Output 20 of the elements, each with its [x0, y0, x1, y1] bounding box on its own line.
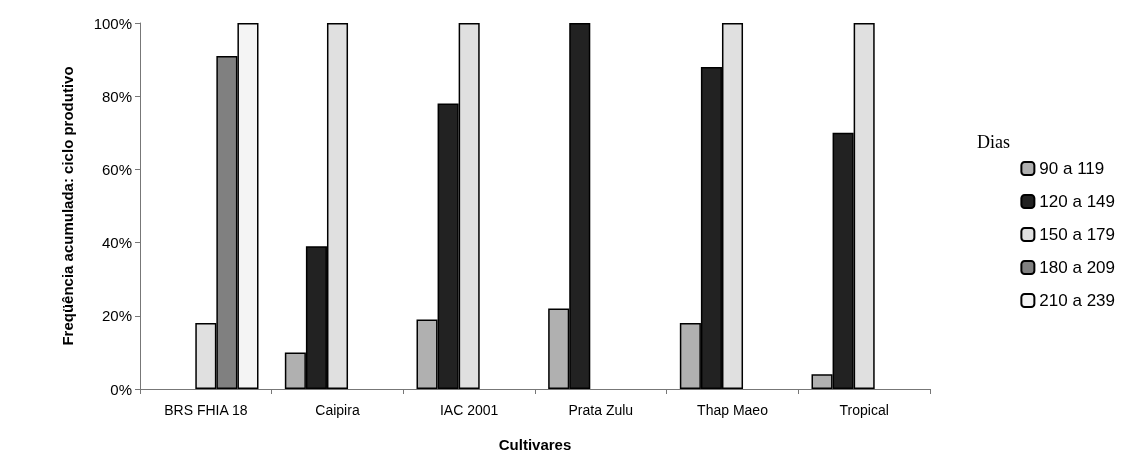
x-tick-label: Caipira	[315, 402, 360, 418]
legend-label: 90 a 119	[1039, 159, 1105, 178]
x-tick-label: Thap Maeo	[697, 402, 769, 418]
y-tick-label: 100%	[93, 14, 132, 32]
legend-label: 150 a 179	[1039, 225, 1116, 244]
x-tick-label: BRS FHIA 18	[164, 402, 248, 418]
y-tick-label: 80%	[101, 87, 132, 105]
y-tick-label: 20%	[101, 307, 132, 325]
y-tick-label: 0%	[110, 380, 132, 398]
y-axis-title: Freqüência acumulada: ciclo produtivo	[58, 66, 76, 346]
legend-label: 120 a 149	[1039, 192, 1116, 211]
legend-label: 180 a 209	[1039, 258, 1116, 277]
legend-title: Dias	[977, 132, 1011, 152]
x-axis-title: Cultivares	[498, 436, 572, 453]
x-tick-label: IAC 2001	[439, 402, 499, 418]
y-tick-label: 40%	[101, 234, 132, 252]
y-tick-label: 60%	[101, 160, 132, 178]
x-tick-label: Tropical	[839, 402, 889, 418]
legend-label: 210 a 239	[1039, 291, 1116, 310]
x-tick-label: Prata Zulu	[568, 402, 634, 418]
